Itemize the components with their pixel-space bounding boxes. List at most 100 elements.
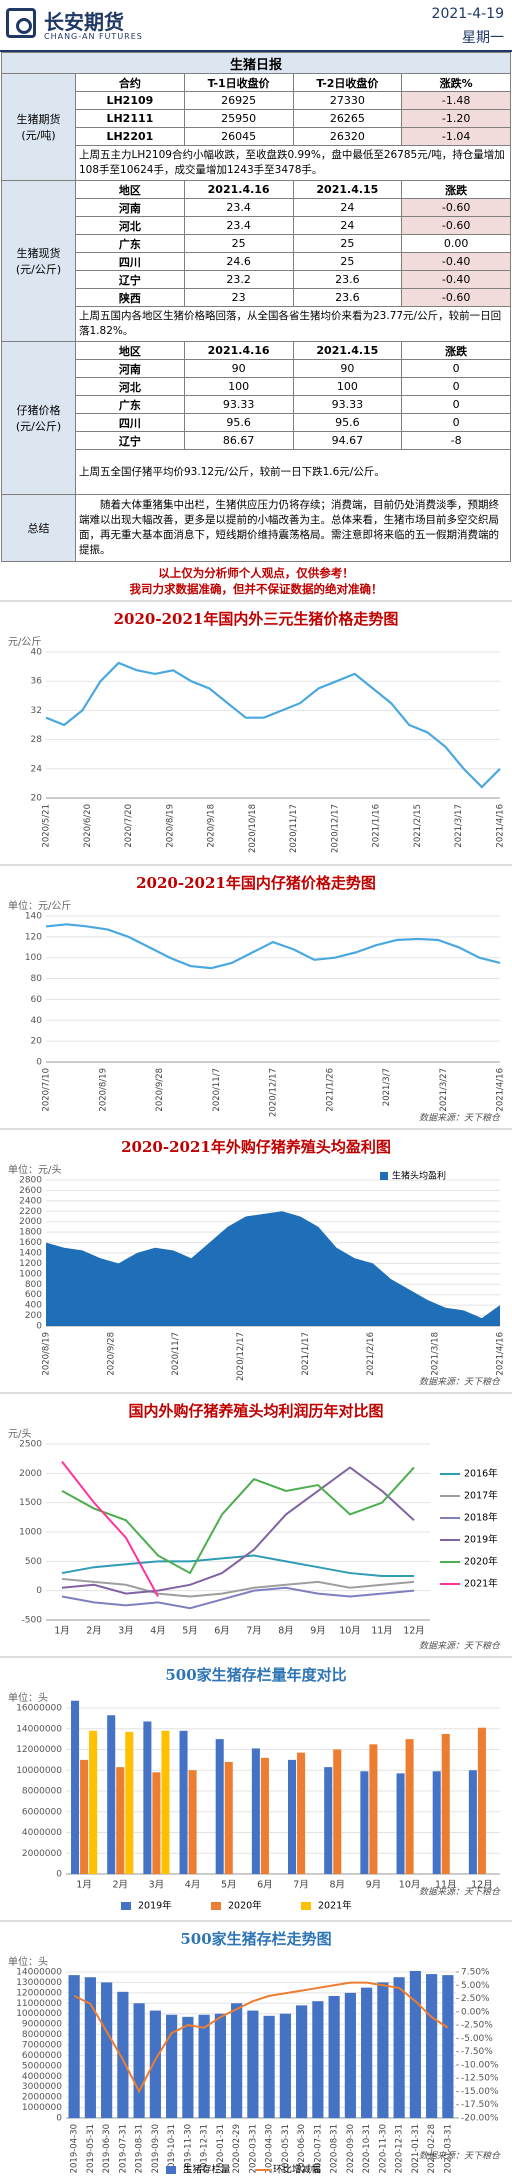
legend-swatch [121,1902,131,1910]
cell: 辽宁 [75,270,185,289]
x-tick-label: 2020-11-30 [378,2124,388,2173]
y-tick-label: 7000000 [22,2041,62,2051]
legend-label: 环比增减幅 [273,2164,321,2176]
x-tick-label: 2月 [112,1880,128,1891]
x-tick-label: 6月 [214,1626,230,1637]
date: 2021-4-19 [431,6,504,22]
y-tick-label: 600 [25,1290,42,1300]
x-tick-label: 2020/11/7 [212,1068,222,1112]
cell: 0 [401,377,511,396]
bar [149,2010,161,2118]
y-tick-label: 2000000 [22,1849,62,1859]
cell: 陕西 [75,288,185,307]
y-tick-label: 2000 [19,1217,42,1227]
x-tick-label: 2020-09-30 [346,2124,356,2173]
y-tick-label: 1600 [19,1238,42,1248]
line [61,1466,415,1595]
chart-title: 2020-2021年外购仔猪养殖头均盈利图 [121,1138,391,1156]
bar [393,1977,405,2118]
row: 上周五国内各地区生猪价格略回落，从全国各省生猪均价来看为23.77元/公斤，较前… [2,306,511,342]
bar [328,1995,340,2118]
y-tick-label: 500 [25,1557,42,1567]
y-tick-label: 28 [31,735,43,745]
x-tick-label: 2021/1/16 [372,804,382,848]
y-tick-label: 32 [31,706,42,716]
report-table: 生猪日报 生猪期货 (元/吨) 合约 T-1日收盘价 T-2日收盘价 涨跌% LH2109 26… [1,52,511,562]
cell: 86.67 [183,431,294,450]
line [61,1554,414,1577]
column-header: 合约 [75,73,185,92]
x-tick-label: 2021-02-28 [427,2124,437,2173]
cell: LH2201 [75,127,185,146]
disclaimer-line: 以上仅为分析师个人观点，仅供参考！ [158,566,354,580]
x-tick-label: 9月 [366,1880,382,1891]
bar [324,1767,333,1874]
bar [405,1739,414,1874]
y2-tick-label: -12.50% [461,2074,499,2084]
bar [468,1770,477,1874]
cell: 26045 [183,127,294,146]
label-line: (元/公斤) [15,420,62,433]
y-tick-label: 5000000 [22,2061,62,2071]
x-tick-label: 2020/12/17 [236,1332,246,1381]
y2-tick-label: -5.00% [461,2034,493,2044]
x-tick-label: 11月 [435,1880,457,1891]
y2-tick-label: 0.00% [461,2007,490,2017]
section-label: 仔猪价格 (元/公斤) [1,341,76,495]
row: 四川 24.6 25 -0.40 [2,252,511,271]
bar [68,1975,80,2118]
x-tick-label: 3月 [149,1880,165,1891]
cell: 25 [292,252,403,271]
cell: 27330 [292,91,403,110]
y2-tick-label: -20.00% [461,2114,499,2124]
x-tick-label: 2021/2/15 [413,804,423,848]
y-tick-label: 20 [31,794,43,804]
x-tick-label: 2020/11/7 [171,1332,181,1376]
column-header: 涨跌 [401,341,511,360]
x-tick-label: 4月 [150,1626,166,1637]
x-tick-label: 2020-08-31 [330,2124,340,2173]
x-tick-label: 2021/4/16 [496,1332,506,1376]
source: 数据来源：天下粮仓 [419,1377,501,1388]
cell: 0 [401,395,511,414]
label-line: 生猪期货 [16,113,61,126]
y-tick-label: 3000000 [22,2082,62,2092]
section-label: 生猪期货 (元/吨) [1,73,76,181]
column-header: 涨跌 [401,180,511,199]
row: 广东 93.33 93.33 0 [2,395,511,414]
y-tick-label: 1400 [19,1249,42,1259]
row: 河南 90 90 0 [2,359,511,378]
x-tick-label: 2019-04-30 [70,2124,80,2173]
cell: 0 [401,359,511,378]
y-tick-label: 40 [31,648,43,658]
x-tick-label: 2021-03-31 [443,2124,453,2173]
legend-label: 生猪存栏量 [183,2164,231,2176]
row: 广东 25 25 0.00 [2,234,511,253]
unit-label: 单位：头 [8,1691,48,1704]
bar [84,1977,96,2118]
y-tick-label: 400 [25,1301,42,1311]
x-tick-label: 2020-07-31 [313,2124,323,2173]
source: 数据来源：天下粮仓 [419,1887,501,1898]
cell: 23.2 [183,270,294,289]
y-tick-label: 14000000 [16,1968,62,1978]
x-tick-label: 2020/7/10 [42,1068,52,1112]
y2-tick-label: -7.50% [461,2047,493,2057]
x-tick-label: 12月 [403,1626,425,1637]
x-tick-label: 2021/1/26 [325,1068,335,1112]
y-tick-label: 16000000 [16,1704,62,1714]
y-tick-label: 6000000 [22,2051,62,2061]
y2-tick-label: 2.50% [461,1994,490,2004]
bar [296,2005,308,2118]
unit-label: 单位：元/头 [8,1163,61,1176]
y-tick-label: 14000000 [16,1724,62,1734]
y-tick-label: 10000000 [16,2009,62,2019]
x-tick-label: 2020/12/17 [330,804,340,853]
chart-title: 国内外购仔猪养殖头均利润历年对比图 [128,1402,383,1420]
cell: 0 [401,413,511,432]
cell: 100 [183,377,294,396]
y-tick-label: 2800 [19,1176,42,1186]
y-tick-label: 60 [31,995,43,1005]
x-tick-label: 2021/3/27 [439,1068,449,1112]
cell: 93.33 [292,395,403,414]
